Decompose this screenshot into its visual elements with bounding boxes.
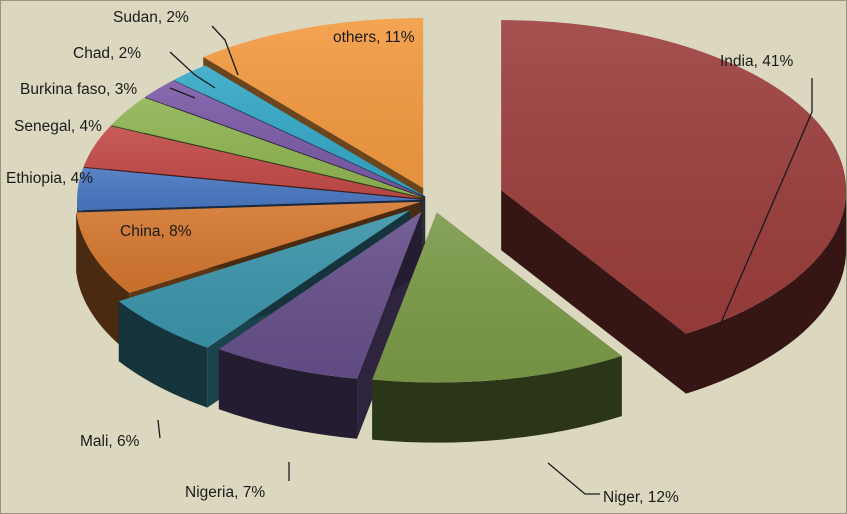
leader-line-india — [719, 78, 813, 326]
slice-india-shade — [501, 20, 847, 334]
label-mali: Mali, 6% — [80, 433, 140, 450]
slice-sudan-shade — [173, 65, 426, 197]
slice-india-side-face — [501, 190, 687, 394]
leader-line-chad — [169, 51, 216, 89]
slice-niger — [372, 212, 622, 443]
slice-niger-outer-wall — [372, 356, 622, 443]
label-burkina-faso: Burkina faso, 3% — [20, 81, 137, 98]
slice-others-shade — [203, 17, 424, 188]
slice-india — [501, 20, 847, 394]
leader-line-mali — [157, 419, 161, 439]
slice-mali-shade — [118, 210, 411, 348]
label-china: China, 8% — [120, 223, 192, 240]
leader-line-burkina — [169, 87, 196, 99]
leader-lines — [157, 25, 813, 495]
slice-niger-shade — [372, 212, 622, 383]
slice-senegal-shade — [83, 126, 423, 199]
slice-china-outer-wall — [76, 212, 130, 353]
slice-mali-outer-wall — [118, 301, 208, 408]
pie-slices — [76, 17, 847, 443]
label-others: others, 11% — [333, 29, 415, 46]
label-india: India, 41% — [720, 53, 793, 70]
slice-nigeria-shade — [218, 211, 422, 379]
slice-nigeria-outer-wall — [218, 349, 358, 439]
slice-ethiopia-shade — [77, 167, 423, 211]
label-niger: Niger, 12% — [603, 489, 679, 506]
label-chad: Chad, 2% — [73, 45, 141, 62]
slice-india-outer-wall — [686, 190, 847, 394]
leader-line-sudan — [211, 25, 239, 76]
label-senegal: Senegal, 4% — [14, 118, 102, 135]
slice-china-shade — [76, 201, 421, 293]
slice-burkina-faso-shade — [111, 97, 424, 198]
data-labels: India, 41% Niger, 12% Nigeria, 7% Mali, … — [6, 9, 793, 506]
label-ethiopia: Ethiopia, 4% — [6, 170, 93, 187]
slice-chad-shade — [145, 80, 425, 197]
label-sudan: Sudan, 2% — [113, 9, 189, 26]
label-nigeria: Nigeria, 7% — [185, 484, 265, 501]
leader-line-niger — [547, 462, 600, 495]
